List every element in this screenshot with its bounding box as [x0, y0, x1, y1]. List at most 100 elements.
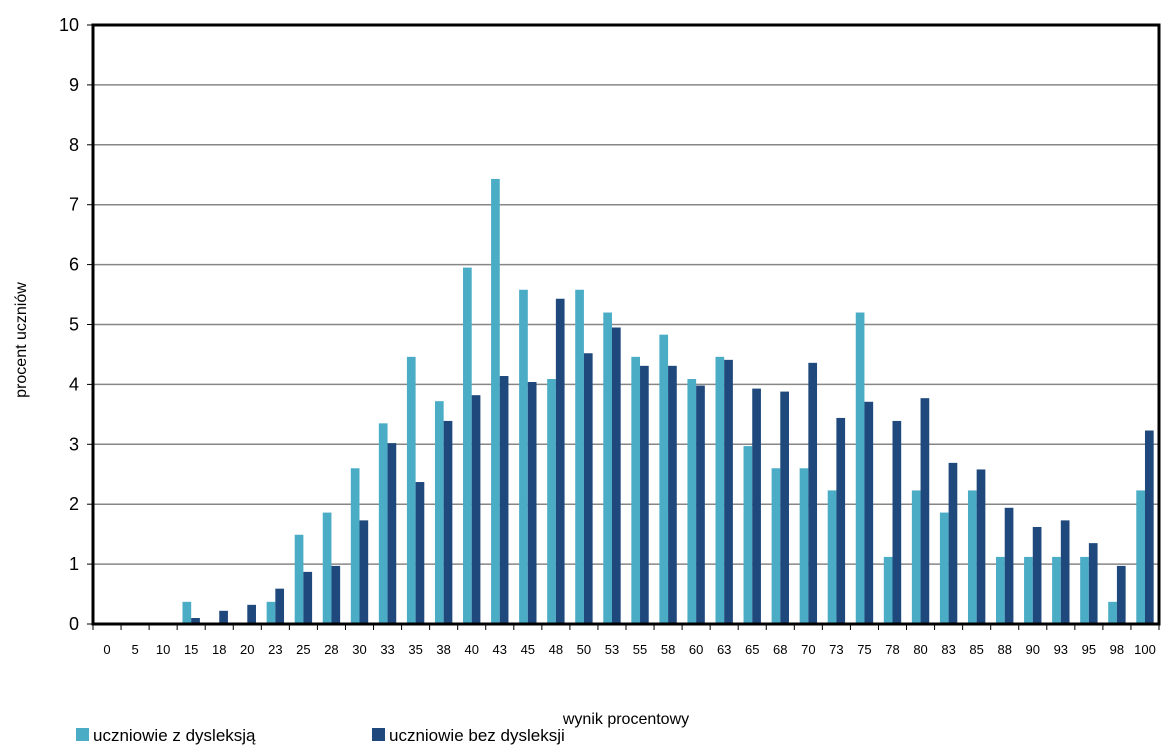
bar-without-dyslexia: [668, 365, 677, 624]
bar-with-dyslexia: [911, 490, 921, 624]
bar-without-dyslexia: [696, 385, 705, 624]
bar-without-dyslexia: [387, 443, 397, 624]
x-tick-label: 53: [605, 642, 619, 657]
x-tick-label: 73: [829, 642, 843, 657]
y-tick-label: 9: [69, 75, 79, 95]
x-tick-label: 30: [352, 642, 366, 657]
bar-with-dyslexia: [378, 423, 388, 624]
bar-with-dyslexia: [631, 356, 641, 624]
y-tick-label: 7: [69, 195, 79, 215]
x-tick-label: 98: [1110, 642, 1124, 657]
bar-with-dyslexia: [883, 556, 893, 624]
y-tick-label: 10: [59, 15, 79, 35]
x-tick-label: 85: [969, 642, 983, 657]
legend-label: uczniowie bez dysleksji: [389, 726, 565, 745]
bar-with-dyslexia: [603, 312, 612, 624]
x-tick-label: 35: [408, 642, 422, 657]
x-tick-label: 48: [549, 642, 563, 657]
x-tick-label: 78: [885, 642, 899, 657]
bar-without-dyslexia: [527, 382, 537, 624]
bar-with-dyslexia: [1136, 490, 1145, 624]
bar-without-dyslexia: [219, 610, 228, 624]
x-tick-label: 68: [773, 642, 787, 657]
bar-without-dyslexia: [1144, 430, 1154, 624]
bar-without-dyslexia: [1116, 565, 1126, 624]
legend-swatch: [76, 728, 89, 741]
bar-with-dyslexia: [1052, 556, 1061, 624]
bar-without-dyslexia: [836, 417, 846, 624]
legend-label: uczniowie z dysleksją: [93, 726, 256, 745]
bar-with-dyslexia: [1080, 556, 1089, 624]
x-tick-label: 55: [633, 642, 647, 657]
bar-without-dyslexia: [359, 520, 369, 624]
x-tick-label: 0: [103, 642, 110, 657]
bar-without-dyslexia: [1060, 520, 1070, 624]
bar-without-dyslexia: [892, 420, 902, 624]
bar-without-dyslexia: [1088, 543, 1098, 624]
bar-without-dyslexia: [415, 482, 425, 624]
bar-without-dyslexia: [471, 395, 481, 624]
y-tick-label: 5: [69, 315, 79, 335]
bar-without-dyslexia: [808, 362, 818, 624]
bar-with-dyslexia: [715, 356, 725, 624]
bar-with-dyslexia: [575, 289, 584, 624]
bar-with-dyslexia: [771, 468, 781, 624]
bar-without-dyslexia: [976, 469, 986, 624]
x-tick-label: 20: [240, 642, 254, 657]
x-tick-label: 100: [1134, 642, 1156, 657]
bar-without-dyslexia: [611, 327, 621, 624]
legend-swatch: [372, 728, 385, 741]
bar-with-dyslexia: [967, 490, 977, 624]
bar-with-dyslexia: [827, 490, 837, 624]
bar-with-dyslexia: [743, 446, 753, 624]
bar-without-dyslexia: [583, 353, 593, 624]
bar-with-dyslexia: [182, 601, 192, 624]
x-tick-label: 43: [493, 642, 507, 657]
bar-with-dyslexia: [294, 534, 304, 624]
bar-without-dyslexia: [275, 588, 285, 624]
x-tick-label: 23: [268, 642, 282, 657]
bar-with-dyslexia: [1108, 601, 1117, 624]
y-tick-label: 3: [69, 434, 79, 454]
y-tick-label: 4: [69, 374, 79, 394]
x-tick-label: 83: [941, 642, 955, 657]
y-axis-label: procent uczniów: [13, 282, 30, 398]
bar-with-dyslexia: [266, 601, 276, 624]
y-axis: 0 1 2 3 4 5 6 7 8 9 10: [59, 15, 93, 634]
legend: uczniowie z dysleksją uczniowie bez dysle…: [76, 726, 565, 745]
x-tick-label: 28: [324, 642, 338, 657]
bar-with-dyslexia: [350, 468, 360, 624]
y-tick-label: 1: [69, 554, 79, 574]
y-tick-label: 6: [69, 255, 79, 275]
bar-without-dyslexia: [640, 365, 649, 624]
x-tick-label: 5: [131, 642, 138, 657]
bar-with-dyslexia: [463, 267, 472, 624]
bar-without-dyslexia: [191, 618, 200, 624]
bar-with-dyslexia: [855, 312, 865, 624]
x-tick-label: 10: [156, 642, 170, 657]
x-tick-label: 90: [1026, 642, 1040, 657]
bar-without-dyslexia: [303, 571, 313, 624]
x-tick-label: 65: [745, 642, 759, 657]
bar-with-dyslexia: [659, 334, 669, 624]
x-tick-label: 80: [913, 642, 927, 657]
bar-without-dyslexia: [724, 359, 733, 624]
bar-with-dyslexia: [1024, 556, 1033, 624]
plot-frame: [91, 23, 1161, 626]
bar-without-dyslexia: [864, 401, 874, 624]
bars: [182, 178, 1154, 624]
bar-without-dyslexia: [1032, 526, 1042, 624]
bar-with-dyslexia: [687, 379, 697, 624]
y-tick-label: 0: [69, 614, 79, 634]
x-tick-label: 88: [997, 642, 1011, 657]
bar-without-dyslexia: [443, 420, 453, 624]
x-tick-label: 45: [521, 642, 535, 657]
bar-without-dyslexia: [780, 391, 789, 624]
x-tick-label: 70: [801, 642, 815, 657]
bar-with-dyslexia: [406, 356, 416, 624]
x-tick-label: 33: [380, 642, 394, 657]
bar-with-dyslexia: [996, 556, 1005, 624]
gridlines: [93, 84, 1159, 565]
bar-with-dyslexia: [519, 289, 528, 624]
